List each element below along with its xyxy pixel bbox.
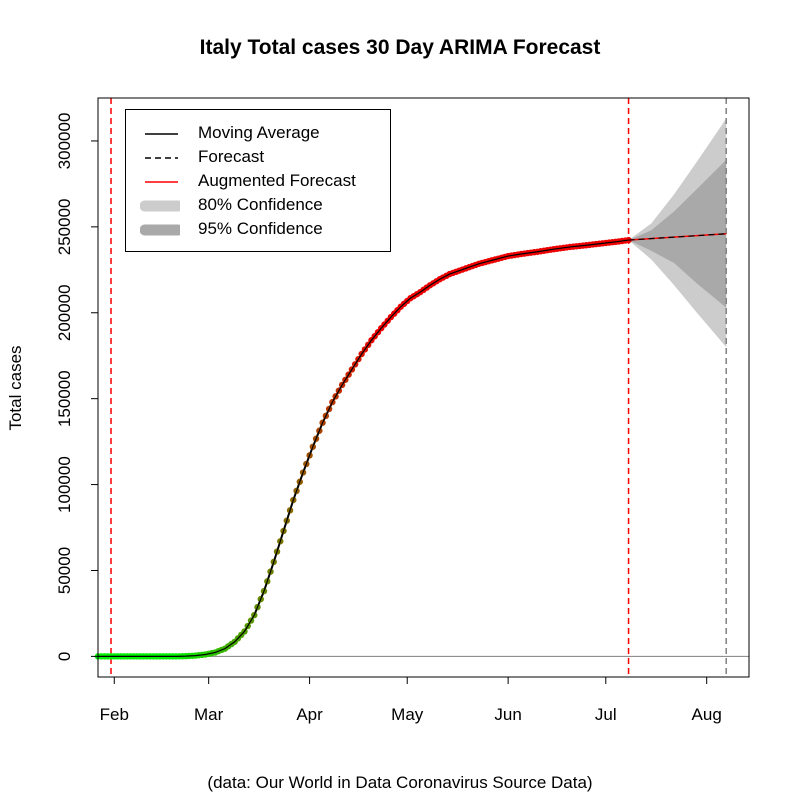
- legend-entry-forecast: Forecast: [126, 146, 390, 170]
- legend: Moving Average Forecast Augmented Foreca…: [125, 109, 391, 252]
- y-tick-label: 200000: [55, 284, 74, 341]
- x-tick-label: Jul: [595, 705, 617, 724]
- legend-label-95-confidence: 95% Confidence: [198, 219, 323, 238]
- legend-symbol-80-confidence: [140, 200, 180, 212]
- x-tick-label: Apr: [296, 705, 323, 724]
- y-tick-label: 150000: [55, 370, 74, 427]
- x-tick-label: Feb: [100, 705, 129, 724]
- moving-average-line-overlay: [97, 239, 629, 657]
- legend-entry-80-confidence: 80% Confidence: [126, 194, 390, 218]
- legend-symbol-augmented-forecast: [145, 181, 178, 183]
- y-tick-label: 300000: [55, 113, 74, 170]
- y-tick-label: 0: [55, 652, 74, 661]
- legend-label-80-confidence: 80% Confidence: [198, 195, 323, 214]
- legend-entry-moving-average: Moving Average: [126, 122, 390, 146]
- legend-symbol-95-confidence: [140, 224, 180, 236]
- x-tick-label: May: [391, 705, 424, 724]
- forecast-line: [628, 233, 727, 241]
- data-source-caption: (data: Our World in Data Coronavirus Sou…: [207, 773, 593, 792]
- legend-entry-95-confidence: 95% Confidence: [126, 218, 390, 242]
- legend-label-augmented-forecast: Augmented Forecast: [198, 171, 356, 190]
- chart-title: Italy Total cases 30 Day ARIMA Forecast: [199, 36, 601, 59]
- y-tick-label: 50000: [55, 547, 74, 594]
- legend-symbol-forecast: [145, 157, 178, 159]
- plot-frame: [97, 97, 750, 678]
- legend-entry-augmented-forecast: Augmented Forecast: [126, 170, 390, 194]
- legend-label-moving-average: Moving Average: [198, 123, 320, 142]
- legend-symbol-moving-average: [145, 133, 178, 135]
- y-tick-label: 250000: [55, 198, 74, 255]
- x-tick-label: Aug: [692, 705, 722, 724]
- legend-label-forecast: Forecast: [198, 147, 265, 166]
- x-tick-label: Jun: [494, 705, 521, 724]
- x-tick-label: Mar: [194, 705, 224, 724]
- confidence-band-80: [628, 159, 727, 308]
- moving-average-line: [97, 239, 629, 658]
- y-tick-label: 100000: [55, 456, 74, 513]
